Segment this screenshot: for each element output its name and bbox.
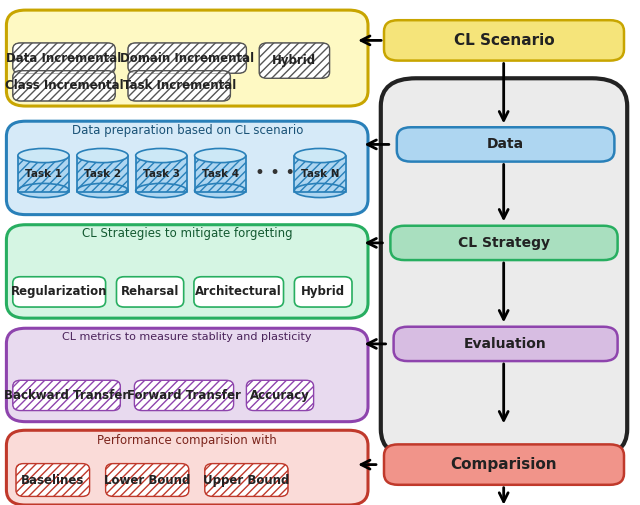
- FancyBboxPatch shape: [134, 380, 234, 411]
- FancyBboxPatch shape: [13, 71, 115, 101]
- Text: Task N: Task N: [301, 169, 339, 179]
- FancyBboxPatch shape: [13, 277, 106, 307]
- FancyBboxPatch shape: [6, 328, 368, 422]
- Ellipse shape: [77, 148, 128, 163]
- FancyBboxPatch shape: [205, 464, 288, 496]
- FancyBboxPatch shape: [18, 156, 69, 192]
- FancyBboxPatch shape: [6, 225, 368, 318]
- FancyBboxPatch shape: [77, 156, 128, 192]
- FancyBboxPatch shape: [259, 43, 330, 78]
- FancyBboxPatch shape: [384, 444, 624, 485]
- FancyBboxPatch shape: [128, 43, 246, 73]
- FancyBboxPatch shape: [384, 20, 624, 61]
- Text: Architectural: Architectural: [195, 285, 282, 298]
- Ellipse shape: [294, 148, 346, 163]
- FancyBboxPatch shape: [13, 43, 115, 73]
- Ellipse shape: [18, 148, 69, 163]
- FancyBboxPatch shape: [13, 380, 120, 411]
- FancyBboxPatch shape: [136, 156, 187, 192]
- Text: Domain Incremental: Domain Incremental: [120, 52, 254, 65]
- Text: • • •: • • •: [255, 164, 295, 182]
- FancyBboxPatch shape: [195, 156, 246, 192]
- FancyBboxPatch shape: [294, 156, 346, 192]
- Text: Reharsal: Reharsal: [121, 285, 179, 298]
- FancyBboxPatch shape: [246, 380, 314, 411]
- Text: Backward Transfer: Backward Transfer: [4, 389, 129, 402]
- Ellipse shape: [195, 183, 246, 197]
- FancyBboxPatch shape: [381, 78, 627, 457]
- FancyBboxPatch shape: [106, 464, 189, 496]
- Ellipse shape: [136, 148, 187, 163]
- Text: Forward Transfer: Forward Transfer: [127, 389, 241, 402]
- Text: Task Incremental: Task Incremental: [123, 79, 236, 92]
- Text: Baselines: Baselines: [21, 474, 84, 486]
- Text: Comparision: Comparision: [451, 457, 557, 472]
- Text: Hybrid: Hybrid: [273, 54, 316, 67]
- FancyBboxPatch shape: [394, 327, 618, 361]
- Text: CL Strategies to mitigate forgetting: CL Strategies to mitigate forgetting: [82, 227, 292, 240]
- Text: Data: Data: [487, 137, 524, 152]
- Text: Performance comparision with: Performance comparision with: [97, 434, 277, 447]
- Text: Lower Bound: Lower Bound: [104, 474, 190, 486]
- FancyBboxPatch shape: [6, 430, 368, 505]
- Text: Data Incremental: Data Incremental: [6, 52, 122, 65]
- Text: CL Strategy: CL Strategy: [458, 236, 550, 250]
- FancyBboxPatch shape: [6, 121, 368, 215]
- Text: Data preparation based on CL scenario: Data preparation based on CL scenario: [72, 124, 303, 137]
- Text: Task 1: Task 1: [25, 169, 62, 179]
- Text: Accuracy: Accuracy: [250, 389, 310, 402]
- Ellipse shape: [77, 183, 128, 197]
- Text: Evaluation: Evaluation: [464, 337, 547, 351]
- Text: CL metrics to measure stablity and plasticity: CL metrics to measure stablity and plast…: [63, 332, 312, 342]
- Text: Class Incremental: Class Incremental: [4, 79, 124, 92]
- Ellipse shape: [136, 183, 187, 197]
- Text: Hybrid: Hybrid: [301, 285, 345, 298]
- FancyBboxPatch shape: [128, 71, 230, 101]
- Text: Task 3: Task 3: [143, 169, 180, 179]
- Text: Task 4: Task 4: [202, 169, 239, 179]
- FancyBboxPatch shape: [390, 226, 618, 260]
- FancyBboxPatch shape: [16, 464, 90, 496]
- Text: CL Scenario: CL Scenario: [454, 33, 554, 48]
- Ellipse shape: [18, 183, 69, 197]
- FancyBboxPatch shape: [294, 277, 352, 307]
- Text: Upper Bound: Upper Bound: [204, 474, 289, 486]
- FancyBboxPatch shape: [194, 277, 284, 307]
- FancyBboxPatch shape: [6, 10, 368, 106]
- FancyBboxPatch shape: [116, 277, 184, 307]
- Ellipse shape: [294, 183, 346, 197]
- Text: Regularization: Regularization: [11, 285, 108, 298]
- FancyBboxPatch shape: [397, 127, 614, 162]
- Ellipse shape: [195, 148, 246, 163]
- Text: Task 2: Task 2: [84, 169, 121, 179]
